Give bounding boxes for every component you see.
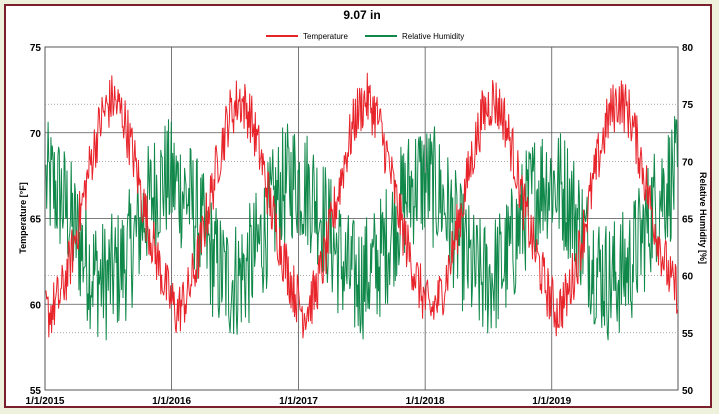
y-left-tick-label: 60 — [30, 300, 42, 311]
x-tick-label: 1/1/2019 — [532, 396, 571, 407]
y-right-tick-label: 80 — [682, 43, 694, 54]
y-right-tick-label: 50 — [682, 386, 694, 397]
y-axis-left-title: Temperature [°F] — [18, 182, 28, 253]
legend-label-humidity: Relative Humidity — [402, 32, 464, 41]
y-right-tick-label: 55 — [682, 329, 694, 340]
y-axis-right-title: Relative Humidity [%] — [698, 172, 708, 264]
y-left-tick-label: 55 — [30, 386, 42, 397]
x-tick-label: 1/1/2017 — [279, 396, 318, 407]
y-right-tick-label: 65 — [682, 215, 694, 226]
y-left-tick-label: 70 — [30, 129, 42, 140]
tick-labels: 1/1/2015 1/1/2016 1/1/2017 1/1/2018 1/1/2019… — [26, 43, 694, 407]
x-tick-label: 1/1/2018 — [406, 396, 445, 407]
y-left-tick-label: 65 — [30, 215, 42, 226]
series-line-temperature — [45, 72, 678, 339]
y-left-tick-label: 75 — [30, 43, 42, 54]
series-lines — [45, 72, 678, 341]
series-line-humidity — [45, 116, 678, 341]
x-tick-label: 1/1/2015 — [26, 396, 65, 407]
y-right-tick-label: 75 — [682, 100, 694, 111]
x-tick-label: 1/1/2016 — [152, 396, 191, 407]
legend: Temperature Relative Humidity — [266, 32, 464, 41]
y-right-tick-label: 70 — [682, 157, 694, 168]
y-right-tick-label: 60 — [682, 272, 694, 283]
legend-label-temperature: Temperature — [303, 32, 348, 41]
chart-title: 9.07 in — [343, 8, 380, 22]
